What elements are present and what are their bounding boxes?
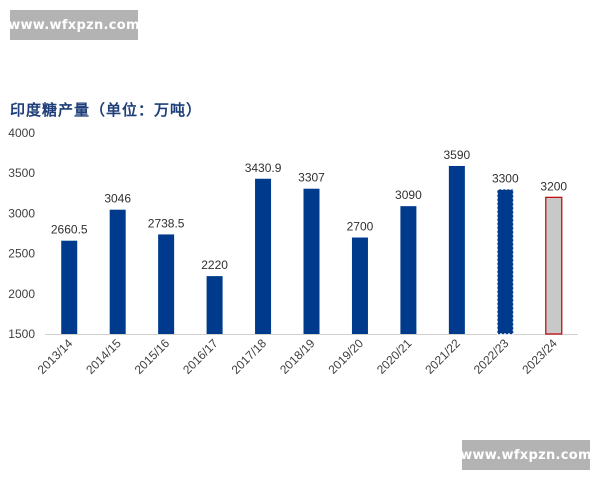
bar <box>351 237 368 334</box>
data-label: 3590 <box>444 148 471 162</box>
data-label: 3090 <box>395 188 422 202</box>
y-tick-label: 2000 <box>8 287 35 301</box>
data-label: 2700 <box>347 220 374 234</box>
bar <box>158 234 175 334</box>
data-label: 3300 <box>492 171 519 185</box>
x-tick-label: 2019/20 <box>325 336 366 377</box>
data-label: 3430.9 <box>245 161 282 175</box>
y-tick-label: 3000 <box>8 206 35 220</box>
x-tick-label: 2014/15 <box>83 336 124 377</box>
x-tick-label: 2020/21 <box>374 336 415 377</box>
data-label: 3046 <box>104 192 131 206</box>
x-tick-label: 2017/18 <box>229 336 270 377</box>
bar <box>255 178 272 334</box>
x-tick-label: 2013/14 <box>35 336 76 377</box>
data-label: 3307 <box>298 171 325 185</box>
bar <box>400 206 417 334</box>
bar <box>206 276 223 334</box>
y-tick-label: 4000 <box>8 126 35 140</box>
x-tick-label: 2022/23 <box>471 336 512 377</box>
x-tick-label: 2015/16 <box>132 336 173 377</box>
bar <box>448 165 465 334</box>
x-tick-label: 2018/19 <box>277 336 318 377</box>
bar <box>496 188 514 335</box>
y-tick-label: 3500 <box>8 166 35 180</box>
bar <box>303 188 320 334</box>
watermark-badge-bottom: www.wfxpzn.com <box>460 440 592 470</box>
bar <box>545 196 563 335</box>
data-label: 2660.5 <box>51 223 88 237</box>
watermark-badge-top: www.wfxpzn.com <box>8 10 140 40</box>
bar <box>109 209 126 334</box>
y-tick-label: 1500 <box>8 327 35 341</box>
data-label: 2220 <box>201 258 228 272</box>
x-tick-label: 2021/22 <box>422 336 463 377</box>
chart-title: 印度糖产量（单位：万吨） <box>10 101 203 119</box>
data-label: 2738.5 <box>148 216 185 230</box>
x-tick-label: 2016/17 <box>180 336 221 377</box>
data-label: 3200 <box>540 179 567 193</box>
x-tick-label: 2023/24 <box>519 336 560 377</box>
y-tick-label: 2500 <box>8 247 35 261</box>
bar <box>61 240 78 334</box>
